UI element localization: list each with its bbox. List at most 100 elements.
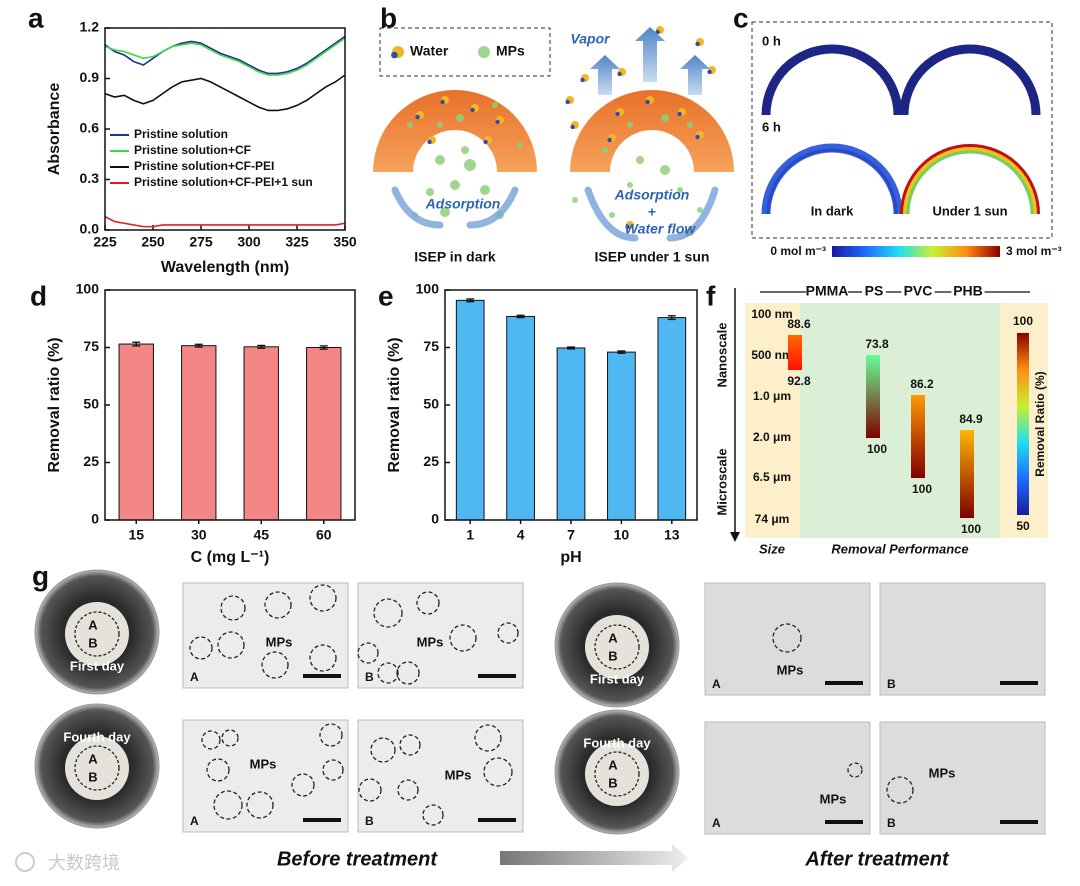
x-tick-label: 4 (517, 527, 525, 543)
removal-bar (866, 355, 880, 438)
panel-letter: f (706, 280, 716, 311)
concentration-arc (761, 44, 903, 116)
micrograph (704, 721, 871, 835)
value-label: 84.9 (959, 412, 983, 426)
colorbar-label: 100 (1013, 314, 1033, 328)
size-label: 100 nm (751, 307, 792, 321)
series-line (104, 37, 346, 76)
plot-frame (104, 289, 356, 521)
corner-label: B (365, 814, 374, 828)
mp-circle (422, 804, 444, 826)
colorbar-label: 3 mol m⁻³ (1006, 244, 1062, 258)
size-label: 500 nm (751, 348, 792, 362)
water-atom (391, 51, 398, 59)
value-label: 100 (912, 482, 932, 496)
polymer-label: PVC (904, 283, 933, 299)
panel-letter: a (28, 2, 44, 33)
bar (607, 351, 636, 521)
spot-label: B (88, 769, 97, 784)
header-gap (951, 284, 985, 300)
watermark-logo (15, 852, 35, 872)
spot-label: B (88, 635, 97, 650)
microplastic (627, 182, 633, 188)
y-axis-label: Removal ratio (%) (386, 337, 403, 472)
y-axis-label: Absorbance (46, 83, 63, 176)
x-tick-label: 60 (316, 527, 332, 543)
size-label: 2.0 μm (753, 430, 791, 444)
corner-label: B (365, 670, 374, 684)
performance-title: Removal Performance (831, 541, 968, 556)
y-tick-label: 0 (91, 511, 99, 527)
mp-circle (396, 661, 420, 685)
microplastic (609, 212, 615, 218)
panel-letter: e (378, 280, 394, 311)
sample-ring (74, 745, 120, 791)
corner-label: A (712, 816, 721, 830)
y-tick-label: 75 (83, 338, 99, 354)
corner-label: A (190, 670, 199, 684)
micrograph (879, 582, 1046, 696)
bar (181, 345, 217, 521)
x-tick-label: 45 (253, 527, 269, 543)
size-label: 1.0 μm (753, 389, 791, 403)
group-title: Before treatment (277, 848, 438, 870)
mp-label: MPs (417, 634, 444, 649)
bar (556, 347, 586, 521)
error-bar (516, 314, 525, 319)
mp-circle (291, 773, 315, 797)
water-atom (565, 99, 570, 105)
mp-circle (322, 759, 344, 781)
water-atom (695, 134, 700, 140)
flow-arrow (391, 186, 444, 229)
x-tick-label: 1 (466, 527, 474, 543)
mp-circle (357, 642, 379, 664)
series-line (104, 35, 346, 75)
x-tick-label: 350 (333, 234, 357, 250)
flow-label: + (648, 204, 656, 220)
polymer-label: PMMA (806, 283, 849, 299)
mp-circle (246, 791, 274, 819)
x-tick-label: 7 (567, 527, 575, 543)
water-atom (625, 224, 630, 230)
water-atom (580, 77, 585, 83)
microplastic (456, 114, 464, 122)
mp-circle (847, 762, 863, 778)
panel-letter: g (32, 560, 49, 591)
scale-bar (825, 681, 863, 685)
y-tick-label: 0.9 (80, 69, 100, 85)
y-tick-label: 25 (423, 453, 439, 469)
panel-letter: c (733, 2, 749, 33)
mp-circle (221, 729, 239, 747)
mp-circle (206, 758, 230, 782)
y-tick-label: 75 (423, 338, 439, 354)
error-bar (667, 315, 676, 321)
microplastic (517, 142, 523, 148)
value-label: 100 (961, 522, 981, 536)
spot-label: B (608, 648, 617, 663)
bar (455, 299, 485, 521)
water-atom (483, 139, 488, 145)
concentration-arc (766, 148, 898, 215)
day-label: First day (590, 671, 645, 686)
error-bar (194, 343, 203, 348)
y-tick-label: 50 (423, 396, 439, 412)
spot-label: A (608, 757, 618, 772)
value-label: 100 (867, 442, 887, 456)
microplastic (426, 188, 434, 196)
error-bar (567, 346, 575, 350)
spot-label: B (608, 775, 617, 790)
micrograph (182, 582, 349, 689)
corner-label: A (190, 814, 199, 828)
corner-label: B (887, 816, 896, 830)
flow-arrow (466, 186, 519, 229)
day-label: Fourth day (583, 735, 651, 750)
scale-bar (478, 818, 516, 822)
spot-label: A (88, 751, 98, 766)
mp-circle (497, 622, 519, 644)
condition-label: In dark (811, 203, 854, 218)
value-label: 88.6 (787, 317, 811, 331)
plot-frame (444, 289, 698, 521)
corner-label: A (712, 677, 721, 691)
y-tick-label: 0.0 (80, 221, 100, 237)
